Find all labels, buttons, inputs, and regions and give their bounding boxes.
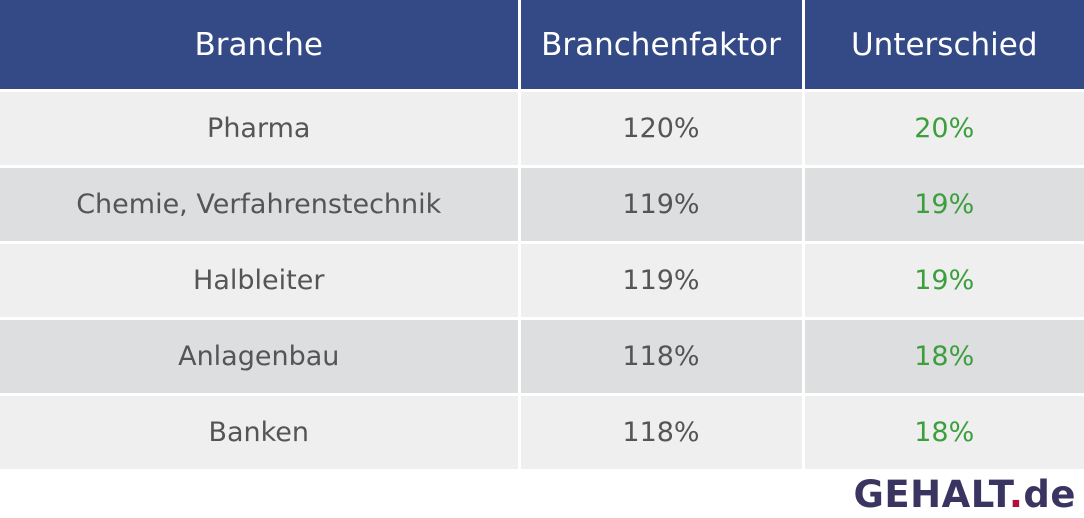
industry-factor-table: Branche Branchenfaktor Unterschied Pharm… (0, 0, 1084, 472)
difference-cell: 19% (803, 242, 1084, 320)
column-header-branche: Branche (0, 0, 521, 92)
factor-cell: 119% (519, 242, 805, 320)
table-row: Chemie, Verfahrenstechnik 119% 19% (0, 166, 1084, 244)
column-header-unterschied: Unterschied (803, 0, 1084, 92)
difference-cell: 18% (803, 394, 1084, 472)
factor-cell: 118% (519, 318, 805, 396)
industry-cell: Halbleiter (0, 242, 521, 320)
industry-cell: Chemie, Verfahrenstechnik (0, 166, 521, 244)
table-header-row: Branche Branchenfaktor Unterschied (0, 0, 1084, 92)
factor-cell: 119% (519, 166, 805, 244)
logo-main-text: GEHALT (853, 473, 1009, 516)
column-header-branchenfaktor: Branchenfaktor (519, 0, 805, 92)
table-row: Anlagenbau 118% 18% (0, 318, 1084, 396)
gehalt-de-logo: GEHALT.de (854, 473, 1076, 516)
factor-cell: 118% (519, 394, 805, 472)
factor-cell: 120% (519, 90, 805, 168)
difference-cell: 18% (803, 318, 1084, 396)
logo-dot: . (1008, 473, 1024, 516)
table-row: Halbleiter 119% 19% (0, 242, 1084, 320)
industry-cell: Banken (0, 394, 521, 472)
difference-cell: 19% (803, 166, 1084, 244)
industry-cell: Anlagenbau (0, 318, 521, 396)
table-row: Pharma 120% 20% (0, 90, 1084, 168)
industry-cell: Pharma (0, 90, 521, 168)
difference-cell: 20% (803, 90, 1084, 168)
table-row: Banken 118% 18% (0, 394, 1084, 472)
logo-tld-text: de (1023, 473, 1076, 516)
